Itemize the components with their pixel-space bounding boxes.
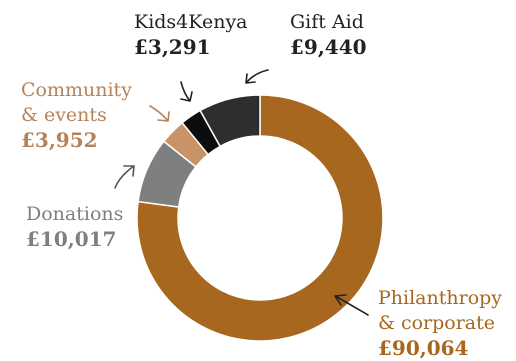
slice-value: £3,952: [21, 128, 98, 152]
slice-name: Community: [21, 79, 132, 101]
label-arrows: [114, 69, 369, 316]
label-kids4kenya: Kids4Kenya £3,291: [134, 10, 248, 60]
arrow-philanthropy: [334, 294, 369, 316]
slice-name-line-2: & corporate: [378, 312, 496, 334]
slice-value: £9,440: [290, 35, 367, 59]
label-community-events: Community & events £3,952: [21, 78, 132, 153]
slice-name: Donations: [26, 203, 124, 225]
slice-value: £90,064: [378, 336, 469, 360]
slice-name-line-2: & events: [21, 104, 107, 126]
slice-value: £3,291: [134, 35, 211, 59]
donut-slices: [136, 94, 384, 342]
arrow-donations: [114, 165, 135, 189]
slice-value: £10,017: [26, 227, 117, 251]
slice-name: Kids4Kenya: [134, 11, 248, 33]
label-philanthropy-corporate: Philanthropy & corporate £90,064: [378, 286, 502, 361]
slice-name: Philanthropy: [378, 287, 503, 309]
label-gift-aid: Gift Aid £9,440: [290, 10, 367, 60]
slice-gift-aid: [199, 94, 261, 148]
arrow-community: [149, 105, 170, 122]
label-donations: Donations £10,017: [26, 202, 123, 252]
arrow-gift-aid: [245, 69, 269, 84]
arrow-kids4kenya: [180, 81, 193, 102]
slice-philanthropy-corporate: [136, 94, 384, 342]
slice-name: Gift Aid: [290, 11, 364, 33]
